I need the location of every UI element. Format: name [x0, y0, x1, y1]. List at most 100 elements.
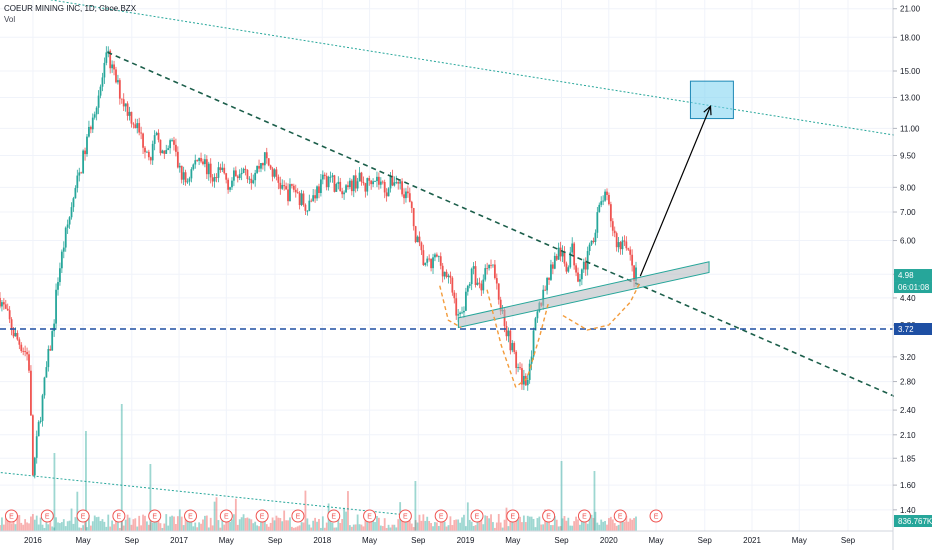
- volume-bar: [149, 521, 152, 531]
- candle: [584, 261, 587, 270]
- volume-bar: [262, 521, 264, 531]
- volume-bar: [424, 520, 427, 531]
- volume-bar: [463, 514, 465, 531]
- candle: [403, 194, 405, 199]
- candle: [151, 143, 154, 161]
- candle: [463, 310, 465, 313]
- candle: [561, 251, 564, 257]
- volume-bar: [575, 516, 577, 531]
- price-tick-label: 15.00: [900, 67, 921, 76]
- candle: [621, 240, 624, 250]
- volume-bar: [117, 518, 119, 531]
- volume-bar: [532, 518, 535, 531]
- arrow-head: [703, 104, 712, 116]
- candle: [53, 323, 56, 332]
- volume-bar: [53, 453, 56, 531]
- current-price-label-bg: [894, 269, 932, 282]
- volume-bar: [30, 516, 32, 531]
- volume-bar: [480, 518, 483, 531]
- volume-bar: [99, 521, 102, 531]
- candle: [486, 268, 489, 269]
- candle: [604, 191, 606, 201]
- candle: [190, 169, 193, 179]
- candle: [389, 175, 392, 189]
- candle: [453, 292, 456, 299]
- candle: [122, 99, 125, 107]
- candle: [437, 256, 440, 258]
- volume-bar: [621, 514, 624, 531]
- level-price-label: 3.72: [898, 325, 914, 334]
- candle: [323, 174, 326, 177]
- volume-bar: [175, 524, 177, 531]
- volume-bar: [397, 519, 400, 531]
- volume-bar: [16, 515, 19, 531]
- candle: [507, 330, 510, 337]
- volume-bar: [113, 524, 115, 531]
- volume-bars: [0, 404, 637, 531]
- volume-bar: [277, 517, 280, 531]
- volume-bar: [89, 525, 92, 531]
- candle: [600, 201, 603, 205]
- volume-bar: [8, 515, 11, 531]
- candle: [588, 244, 591, 252]
- volume-bar: [505, 507, 508, 531]
- candle: [2, 302, 5, 305]
- volume-bar: [623, 521, 626, 531]
- candle: [20, 344, 23, 351]
- volume-bar: [343, 507, 345, 531]
- volume-bar: [171, 515, 173, 531]
- candle: [254, 172, 257, 181]
- volume-bar: [207, 527, 210, 531]
- volume-bar: [478, 519, 481, 531]
- candle: [439, 256, 442, 266]
- earnings-marker-label: E: [296, 514, 301, 521]
- volume-bar: [553, 516, 556, 531]
- candle: [420, 242, 423, 251]
- volume-bar: [59, 523, 61, 531]
- symbol-title[interactable]: COEUR MINING INC, 1D, Cboe BZX: [4, 4, 137, 13]
- volume-bar: [136, 526, 139, 531]
- price-tick-label: 18.00: [900, 33, 921, 42]
- volume-bar: [490, 514, 492, 531]
- candle: [635, 267, 637, 281]
- candle: [341, 191, 344, 195]
- candle: [175, 144, 177, 152]
- volume-bar: [588, 514, 591, 531]
- volume-bar: [524, 522, 527, 531]
- candle: [339, 181, 342, 192]
- volume-bar: [263, 517, 266, 531]
- volume-bar: [339, 522, 342, 531]
- earnings-marker-label: E: [224, 514, 229, 521]
- volume-bar: [312, 520, 315, 531]
- volume-bar: [526, 515, 529, 531]
- time-axis[interactable]: 2016 May Sep 2017 May Sep 2018 May Sep 2019 May Sep…: [0, 530, 893, 545]
- candle: [563, 251, 566, 264]
- candle: [484, 268, 487, 280]
- candle: [291, 184, 293, 186]
- volume-bar: [511, 521, 514, 531]
- candle: [608, 194, 610, 205]
- volume-bar: [613, 523, 616, 531]
- candle: [117, 80, 119, 83]
- volume-bar: [617, 524, 620, 531]
- candle: [1, 302, 3, 307]
- volume-bar: [115, 519, 117, 531]
- volume-bar: [285, 520, 288, 531]
- candle: [451, 277, 454, 293]
- drawing-layer[interactable]: [0, 0, 896, 516]
- earnings-marker: [76, 509, 90, 523]
- volume-indicator-label[interactable]: Vol: [4, 15, 16, 24]
- volume-bar: [118, 527, 121, 531]
- candle: [275, 169, 278, 177]
- volume-bar: [611, 519, 614, 531]
- volume-bar: [24, 519, 27, 531]
- volume-bar: [590, 514, 593, 531]
- volume-bar: [18, 515, 21, 531]
- volume-bar: [217, 520, 220, 531]
- rising-channel: [457, 261, 710, 329]
- earnings-marker: [40, 509, 54, 523]
- price-labels: 4.98 06:01:08 3.72 836.767K: [894, 269, 932, 527]
- candle: [4, 304, 7, 309]
- earnings-marker: [577, 509, 591, 523]
